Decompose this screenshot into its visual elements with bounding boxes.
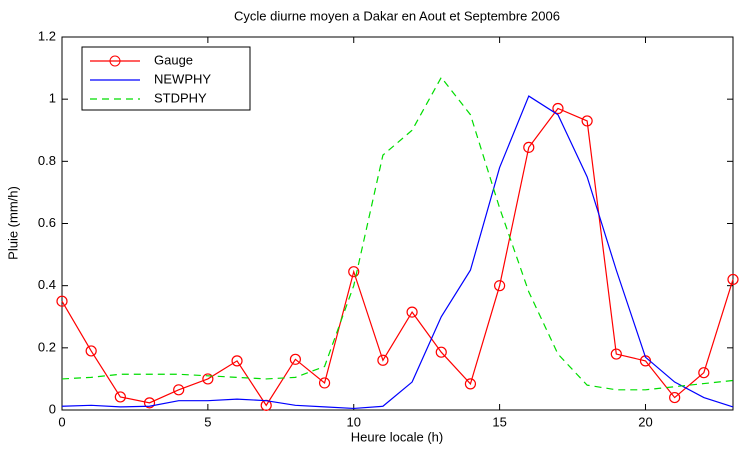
data-point [114, 391, 126, 403]
x-tick-label: 0 [58, 414, 65, 429]
x-tick-label: 10 [347, 414, 361, 429]
series-line [61, 95, 734, 410]
data-point [435, 346, 447, 358]
data-point [552, 102, 564, 115]
legend-label: Gauge [154, 52, 193, 67]
data-point [85, 345, 97, 357]
data-point [318, 377, 331, 389]
data-point [348, 266, 360, 278]
data-point [464, 378, 477, 390]
legend-marker [109, 55, 121, 67]
x-tick-label: 5 [204, 414, 211, 429]
data-point [523, 141, 535, 153]
data-point [406, 306, 418, 318]
x-axis-label: Heure locale (h) [351, 429, 444, 444]
y-tick-label: 0.4 [38, 277, 56, 292]
x-tick-label: 15 [492, 414, 506, 429]
series-line [61, 76, 734, 391]
data-point [56, 295, 68, 307]
y-tick-label: 1.2 [38, 28, 56, 43]
data-point [669, 391, 681, 404]
chart-title: Cycle diurne moyen a Dakar en Aout et Se… [234, 8, 560, 23]
y-tick-label: 0.8 [38, 153, 56, 168]
data-point [289, 353, 301, 365]
data-point [231, 355, 243, 367]
legend-label: NEWPHY [154, 71, 211, 86]
y-tick-label: 0 [49, 401, 56, 416]
data-point [727, 273, 739, 286]
x-tick-label: 20 [638, 414, 652, 429]
y-axis-label: Pluie (mm/h) [5, 186, 20, 260]
data-point [494, 280, 506, 292]
data-point [202, 373, 214, 385]
data-point [610, 348, 622, 360]
legend-box [81, 46, 251, 111]
data-point [698, 367, 710, 379]
data-point [581, 115, 593, 127]
data-point [143, 397, 156, 409]
legend-label: STDPHY [154, 90, 207, 105]
data-point [377, 354, 389, 366]
y-tick-label: 1 [49, 91, 56, 106]
data-point [173, 384, 185, 396]
y-tick-label: 0.6 [38, 215, 56, 230]
y-tick-label: 0.2 [38, 339, 56, 354]
